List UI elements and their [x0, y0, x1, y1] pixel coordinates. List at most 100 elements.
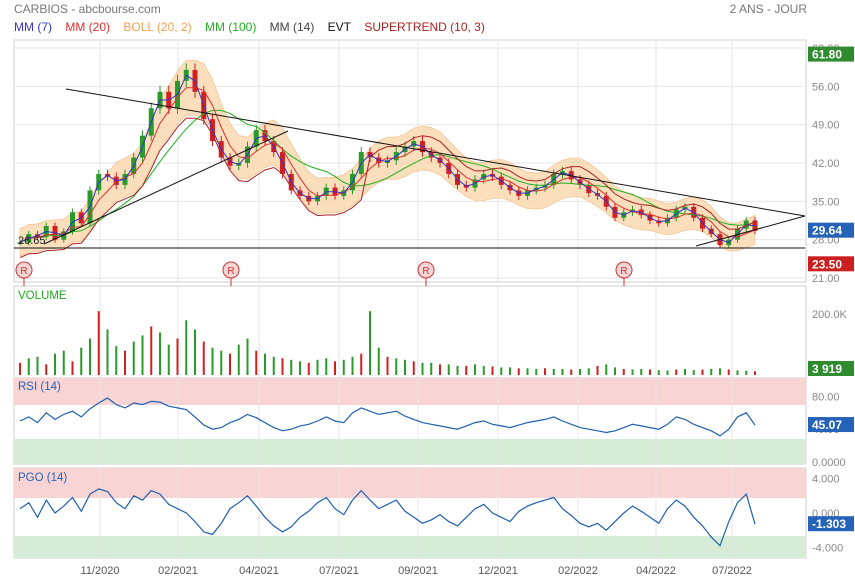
volume-bar [421, 362, 424, 375]
volume-bar [97, 311, 100, 375]
support-trendline-2 [695, 215, 806, 247]
pgo-oversold-zone [14, 536, 806, 558]
volume-bar [106, 329, 109, 375]
rsi-last-bg [808, 417, 854, 433]
rsi-tick-label: 0.0000 [812, 457, 846, 469]
volume-bar [369, 311, 371, 375]
volume-bar [447, 364, 450, 375]
volume-last-bg [808, 361, 854, 376]
volume-bar [386, 356, 389, 375]
ma20-line [19, 87, 756, 243]
supertrend-line [19, 117, 756, 258]
volume-bar [649, 369, 651, 375]
volume-bar [36, 356, 39, 375]
volume-bar [535, 368, 538, 375]
volume-bar [500, 367, 503, 375]
rsi-line-group [19, 397, 756, 437]
price-tick-label: 42.00 [812, 158, 840, 170]
volume-bar [255, 350, 258, 375]
volume-bar [640, 368, 643, 375]
volume-bar [89, 338, 91, 375]
volume-bar [377, 347, 380, 375]
volume-bar [657, 370, 660, 375]
volume-bar [412, 361, 415, 375]
rsi-oversold-zone [14, 439, 806, 464]
volume-bar [202, 341, 205, 375]
price-tick-label: 21.00 [812, 273, 840, 285]
volume-bar [684, 368, 686, 375]
price-tick-label: 49.00 [812, 120, 840, 132]
volume-bar [229, 353, 231, 375]
volume-bar [115, 346, 118, 375]
volume-bar [141, 335, 144, 375]
pgo-line [19, 488, 756, 547]
volume-tick-label: 200.0K [812, 309, 848, 321]
support-price-label-bg [808, 256, 854, 272]
ma7-line [19, 74, 756, 243]
pgo-last-bg [808, 516, 854, 532]
volume-bar [526, 368, 529, 375]
volume-bar [579, 368, 581, 375]
volume-bar [517, 368, 520, 375]
volume-bar [220, 350, 223, 375]
pgo-overbought-zone [14, 468, 806, 498]
x-tick-label: 02/2021 [158, 565, 198, 577]
legend-evt[interactable]: EVT [327, 20, 352, 34]
volume-bar [552, 368, 555, 375]
volume-bar [395, 358, 398, 375]
volume-bar [176, 338, 179, 375]
level-label-bg [808, 222, 854, 238]
volume-bar [614, 367, 616, 375]
x-tick-label: 04/2021 [239, 565, 279, 577]
volume-bar [159, 332, 161, 375]
volume-bar [631, 369, 634, 375]
volume-bar [281, 358, 284, 375]
volume-bar [692, 370, 695, 375]
support-price-label: 23.50 [812, 257, 842, 271]
support-annotation: 26.65 [18, 235, 46, 247]
volume-bar [736, 370, 739, 375]
volume-bar [45, 364, 48, 375]
legend-supertrend[interactable]: SUPERTREND (10, 3) [364, 20, 485, 34]
legend-boll[interactable]: BOLL (20, 2) [123, 20, 192, 34]
legend-mm100[interactable]: MM (100) [204, 20, 257, 34]
volume-bar [509, 367, 511, 375]
volume-bar [570, 369, 573, 375]
chart-title: CARBIOS - abcbourse.com [14, 2, 161, 16]
volume-bar [194, 329, 196, 375]
volume-bar [290, 359, 293, 375]
rsi-last-label: 45.07 [812, 418, 842, 432]
event-marker-circle [222, 261, 240, 279]
volume-bar [272, 356, 275, 375]
volume-bar [404, 359, 406, 375]
x-tick-label: 12/2021 [478, 565, 518, 577]
resistance-trendline [65, 88, 806, 217]
x-tick-label: 07/2021 [319, 565, 359, 577]
volume-bar [482, 365, 485, 375]
x-tick-label: 04/2022 [636, 565, 676, 577]
volume-bar [474, 364, 476, 375]
event-marker-circle [15, 261, 33, 279]
event-marker-label: R [620, 266, 627, 277]
volume-bar [80, 347, 83, 375]
legend-mm20[interactable]: MM (20) [65, 20, 111, 34]
rsi-overbought-zone [14, 378, 806, 405]
legend-mm14[interactable]: MM (14) [269, 20, 315, 34]
legend-mm7[interactable]: MM (7) [14, 20, 52, 34]
period-label[interactable]: 2 ANS - JOUR [729, 2, 807, 16]
volume-bar [491, 366, 494, 375]
volume-bar [124, 350, 126, 375]
volume-bar [719, 368, 721, 375]
volume-bar [465, 365, 468, 375]
event-marker-label: R [20, 266, 27, 277]
price-tick-label: 35.00 [812, 196, 840, 208]
candle-body [17, 242, 23, 244]
volume-bar [675, 369, 678, 375]
volume-bar [211, 347, 214, 375]
grid [14, 40, 806, 558]
x-tick-label: 02/2022 [558, 565, 598, 577]
volume-bar [544, 368, 546, 375]
event-marker-label: R [227, 266, 234, 277]
volume-bar [754, 371, 756, 375]
